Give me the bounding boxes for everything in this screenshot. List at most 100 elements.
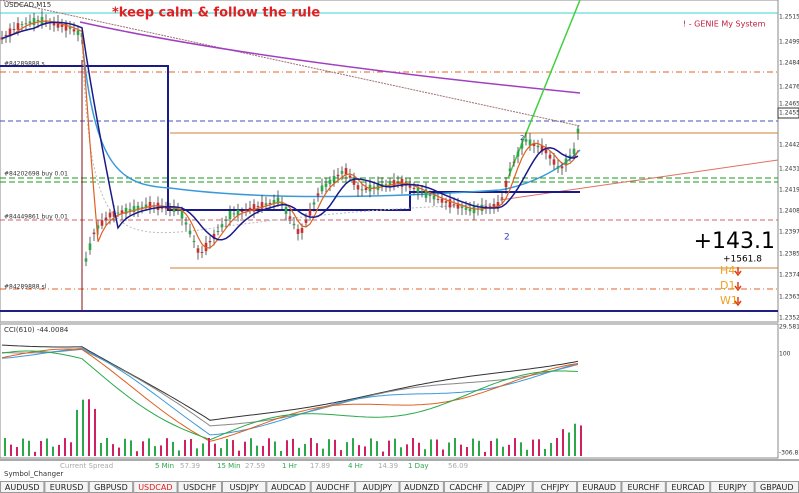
candle-body xyxy=(532,142,536,147)
symbol-button-label[interactable]: CHFJPY xyxy=(541,483,569,492)
volume-bar xyxy=(250,438,252,456)
volume-bar xyxy=(124,438,126,456)
candle-body xyxy=(540,145,544,152)
volume-bar xyxy=(394,438,396,456)
candle-body xyxy=(180,210,184,219)
candle-body xyxy=(20,24,24,26)
symbol-button-label[interactable]: USDCHF xyxy=(183,483,217,492)
symbol-label: USDCAD,M15 xyxy=(4,1,51,9)
volume-bar xyxy=(496,438,498,456)
symbol-button-label[interactable]: EURJPY xyxy=(718,483,746,492)
candle-body xyxy=(384,184,388,186)
volume-bar xyxy=(436,439,438,456)
symbol-button-label[interactable]: USDCAD xyxy=(138,483,172,492)
volume-bar xyxy=(376,441,378,456)
candle-body xyxy=(316,193,320,196)
candle-body xyxy=(172,206,176,212)
timeframe: H4 xyxy=(720,264,735,277)
status-item: 17.89 xyxy=(310,462,330,470)
candle-body xyxy=(340,171,344,174)
candle-body xyxy=(28,21,32,24)
volume-bar xyxy=(280,450,282,456)
candle-body xyxy=(148,201,152,209)
system-name: ! - GENIE My System xyxy=(683,20,766,29)
symbol-button-label[interactable]: EURAUD xyxy=(582,483,616,492)
candle-body xyxy=(456,203,460,209)
status-item: 1 Hr xyxy=(282,462,297,470)
symbol-button-label[interactable]: CADJPY xyxy=(496,483,525,492)
volume-bar xyxy=(460,444,462,456)
marker: 2 xyxy=(520,134,524,142)
volume-bar xyxy=(268,438,270,456)
symbol-button-label[interactable]: AUDCAD xyxy=(271,483,306,492)
volume-bar xyxy=(52,446,54,456)
symbol-button-label[interactable]: USDJPY xyxy=(230,483,259,492)
volume-bar xyxy=(238,450,240,456)
symbol-button-label[interactable]: AUDJPY xyxy=(363,483,392,492)
volume-bar xyxy=(304,443,306,456)
price-label: 1.2484 xyxy=(779,60,799,67)
status-item: 27.59 xyxy=(245,462,265,470)
timeframe: W1 xyxy=(720,294,738,307)
symbol-button-label[interactable]: GBPAUD xyxy=(760,483,794,492)
price-label: 1.24765 xyxy=(779,84,799,91)
cci-line xyxy=(1,344,579,421)
candle-body xyxy=(508,168,512,172)
volume-bar xyxy=(256,445,258,456)
candle-body xyxy=(572,148,576,154)
volume-bar xyxy=(58,444,60,456)
volume-bar xyxy=(40,440,42,456)
volume-bar xyxy=(88,399,90,456)
volume-bar xyxy=(244,441,246,456)
candle-body xyxy=(536,145,540,148)
symbol-button-label[interactable]: AUDNZD xyxy=(404,483,439,492)
volume-bar xyxy=(28,440,30,456)
candle-body xyxy=(216,230,220,232)
candle-body xyxy=(388,183,392,185)
candle-body xyxy=(88,243,92,251)
candle-body xyxy=(372,186,376,188)
volume-bar xyxy=(160,445,162,456)
candle-body xyxy=(264,203,268,206)
candle-body xyxy=(336,174,340,177)
symbol-button-label[interactable]: EURUSD xyxy=(50,483,84,492)
price-highlight xyxy=(777,107,799,119)
total: +1561.8 xyxy=(723,255,762,265)
candle-body xyxy=(36,19,40,22)
candle-body xyxy=(348,175,352,178)
candle-body xyxy=(392,180,396,187)
volume-bar xyxy=(64,438,66,456)
volume-bar xyxy=(454,438,456,456)
volume-bar xyxy=(346,442,348,456)
volume-bar xyxy=(514,438,516,456)
volume-bar xyxy=(172,441,174,456)
candle-body xyxy=(520,143,524,149)
symbol-button-label[interactable]: CADCHF xyxy=(449,483,483,492)
candle-body xyxy=(444,201,448,203)
candle-body xyxy=(468,208,472,212)
volume-bar xyxy=(430,439,432,456)
candle-body xyxy=(412,187,416,189)
candle-body xyxy=(164,206,168,209)
timeframe: D1 xyxy=(720,279,735,292)
symbol-button-label[interactable]: AUDCHF xyxy=(316,483,350,492)
symbol-button-label[interactable]: EURCAD xyxy=(671,483,704,492)
ma-line xyxy=(81,39,581,198)
symbol-button-label[interactable]: AUDUSD xyxy=(5,483,40,492)
status-item: 1 Day xyxy=(408,462,429,470)
volume-bar xyxy=(208,438,210,456)
volume-bar xyxy=(364,446,366,456)
symbol-button-label[interactable]: EURCHF xyxy=(627,483,660,492)
symbol-button-label[interactable]: GBPUSD xyxy=(94,483,128,492)
candle-body xyxy=(176,209,180,211)
candle-body xyxy=(284,207,288,214)
profit: +143.1 xyxy=(694,229,775,254)
candle-body xyxy=(104,217,108,221)
candle-body xyxy=(132,205,136,213)
volume-bar xyxy=(112,444,114,456)
candle-body xyxy=(12,28,16,31)
status-item: 56.09 xyxy=(448,462,468,470)
candle-body xyxy=(328,179,332,185)
volume-bar xyxy=(502,446,504,456)
status-item: 4 Hr xyxy=(348,462,363,470)
